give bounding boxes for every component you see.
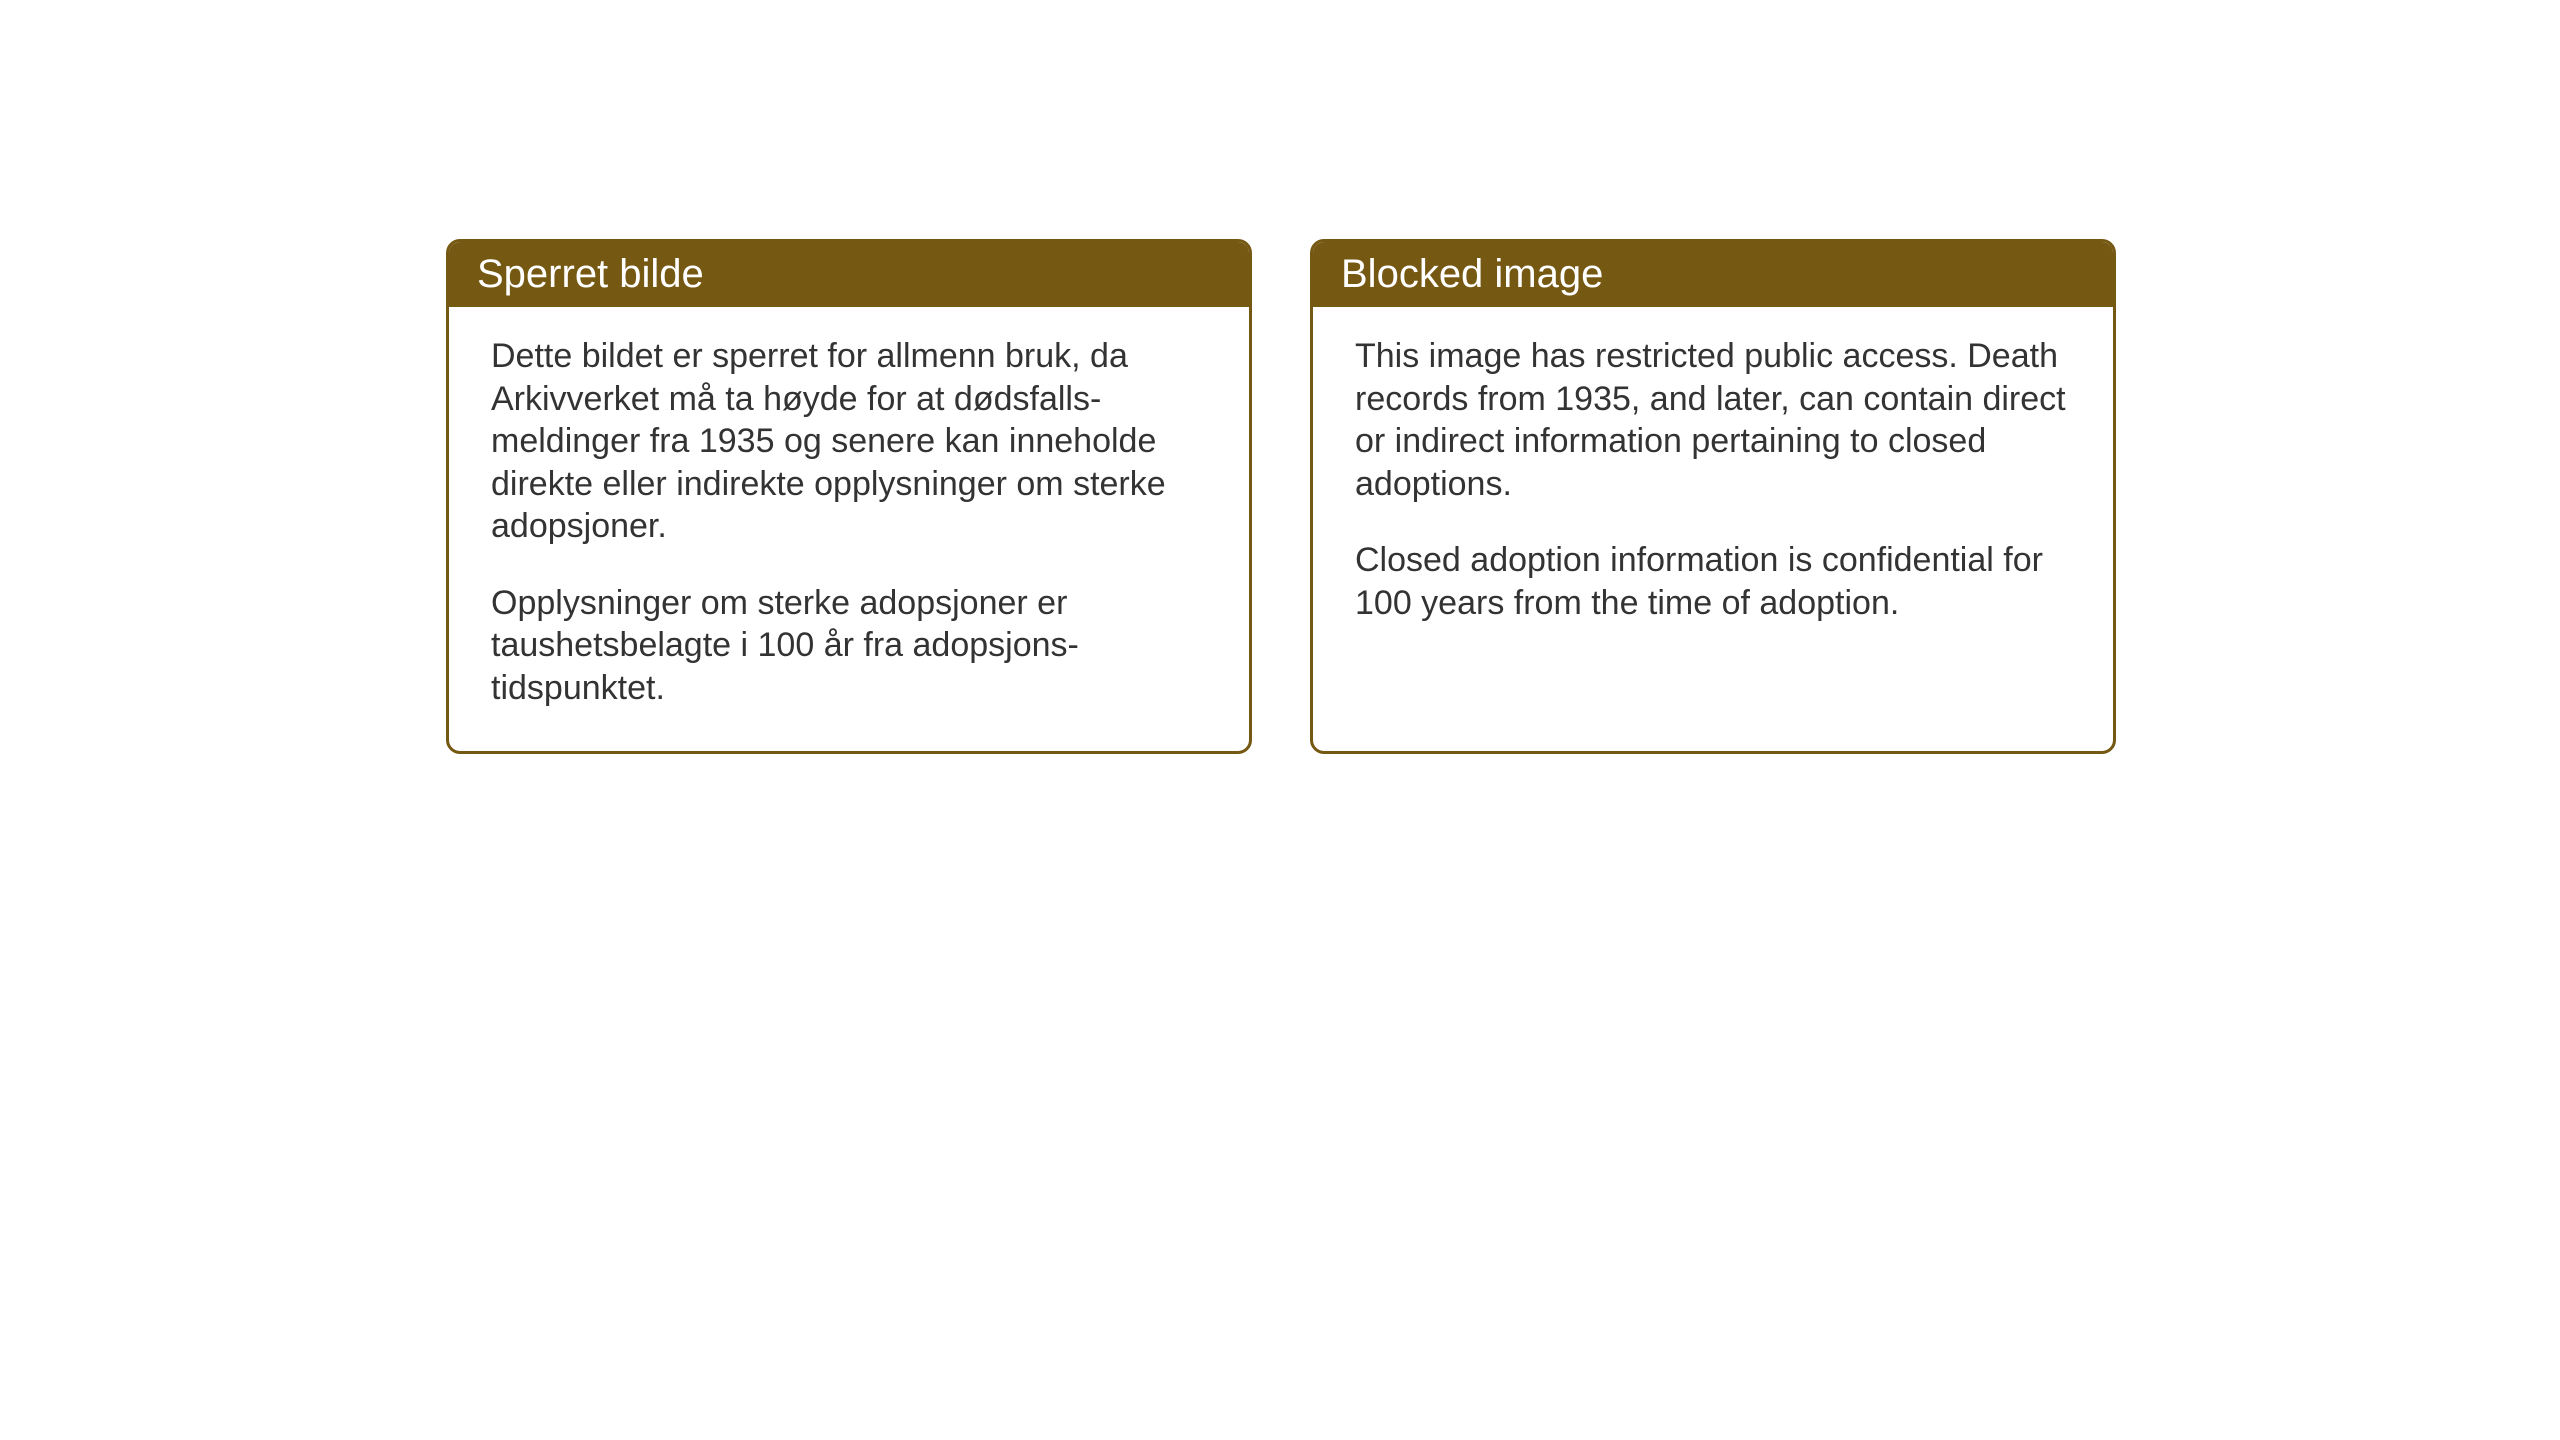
card-paragraph: Opplysninger om sterke adopsjoner er tau… xyxy=(491,582,1207,710)
card-paragraph: This image has restricted public access.… xyxy=(1355,335,2071,505)
card-body: Dette bildet er sperret for allmenn bruk… xyxy=(449,307,1249,751)
card-paragraph: Closed adoption information is confident… xyxy=(1355,539,2071,624)
card-body: This image has restricted public access.… xyxy=(1313,307,2113,666)
card-header: Blocked image xyxy=(1313,242,2113,307)
card-paragraph: Dette bildet er sperret for allmenn bruk… xyxy=(491,335,1207,548)
card-header: Sperret bilde xyxy=(449,242,1249,307)
notice-card-norwegian: Sperret bilde Dette bildet er sperret fo… xyxy=(446,239,1252,754)
notice-card-english: Blocked image This image has restricted … xyxy=(1310,239,2116,754)
cards-container: Sperret bilde Dette bildet er sperret fo… xyxy=(446,239,2116,754)
